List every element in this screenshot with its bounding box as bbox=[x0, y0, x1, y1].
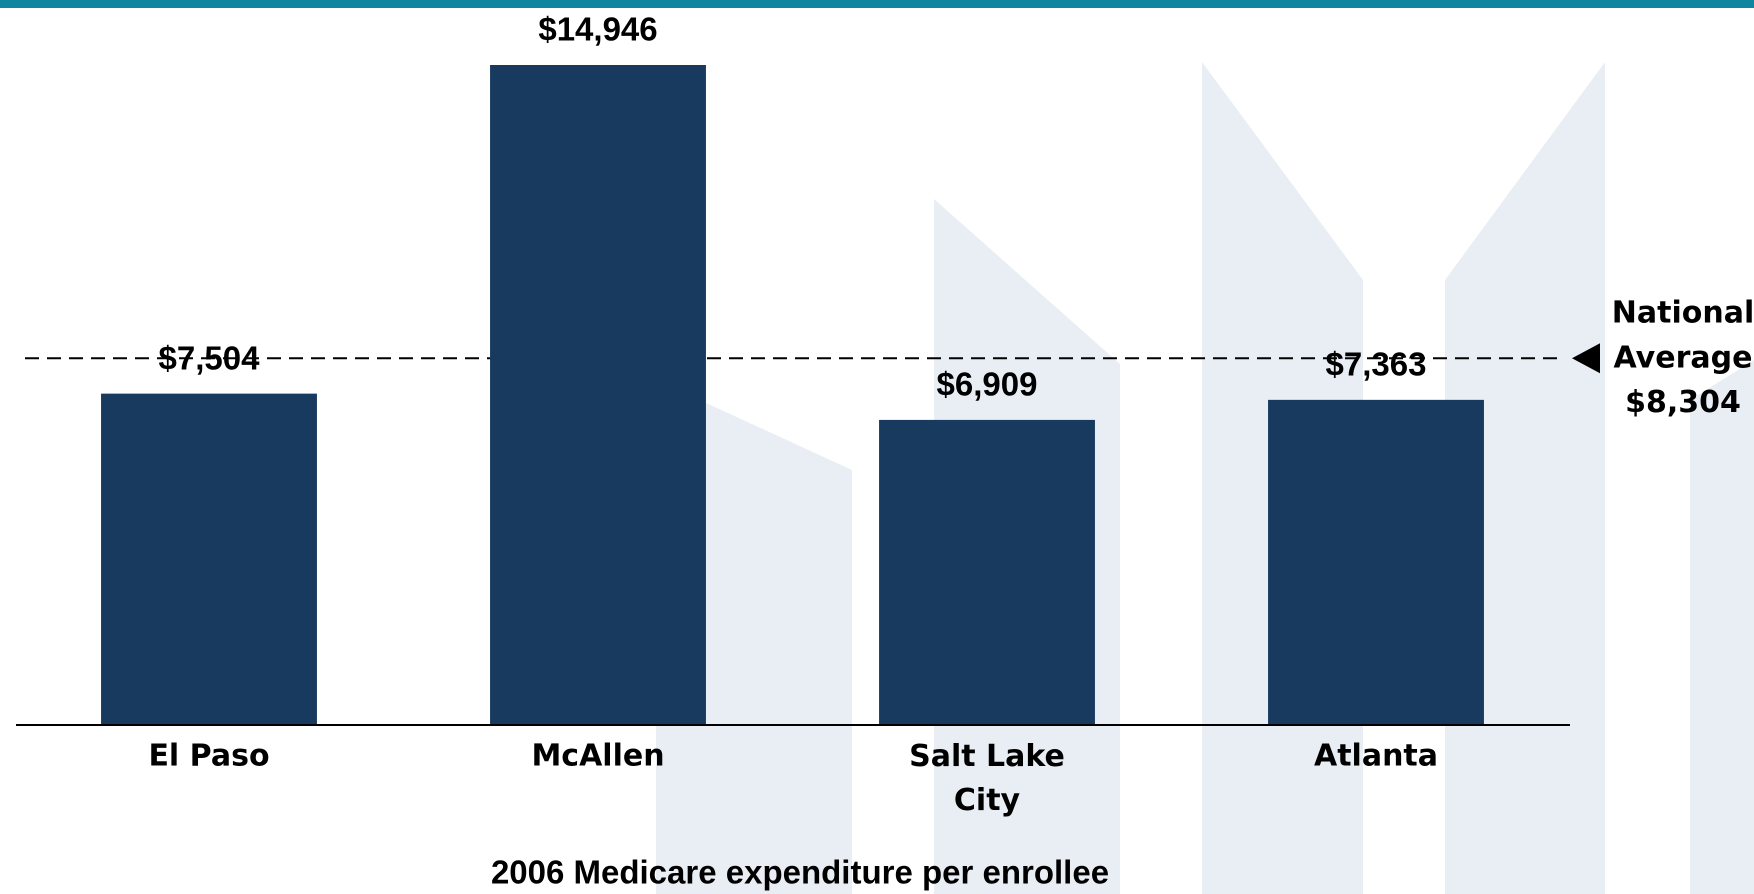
bar bbox=[490, 65, 706, 725]
bar bbox=[101, 393, 317, 725]
watermark-shape bbox=[1690, 360, 1754, 894]
watermark-shape bbox=[1445, 62, 1605, 894]
value-label: $7,504 bbox=[159, 339, 261, 376]
x-tick-label: Atlanta bbox=[1314, 739, 1438, 774]
x-tick-label: McAllen bbox=[531, 739, 664, 774]
x-tick-label: El Paso bbox=[148, 739, 269, 774]
reference-value-label: $8,304 bbox=[1625, 385, 1741, 420]
reference-arrow bbox=[1572, 343, 1600, 374]
bar bbox=[1268, 399, 1484, 725]
top-band bbox=[0, 0, 1754, 8]
chart-title: 2006 Medicare expenditure per enrollee bbox=[491, 854, 1109, 891]
value-label: $7,363 bbox=[1326, 346, 1427, 383]
watermark bbox=[656, 62, 1754, 894]
value-label: $14,946 bbox=[538, 11, 657, 48]
reference-label: National Average bbox=[1612, 295, 1754, 375]
bar bbox=[879, 419, 1095, 725]
value-label: $6,909 bbox=[937, 366, 1038, 403]
x-tick-label: Salt Lake City bbox=[909, 739, 1065, 818]
